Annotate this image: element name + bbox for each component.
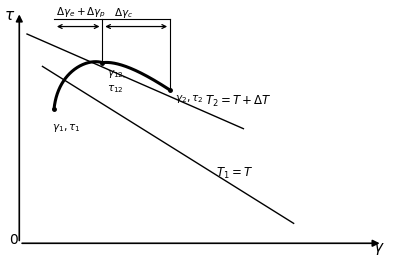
Text: $\tau$: $\tau$ bbox=[4, 8, 15, 23]
Text: $\gamma$: $\gamma$ bbox=[373, 241, 384, 258]
Text: $T_2 = T + \Delta T$: $T_2 = T + \Delta T$ bbox=[205, 94, 272, 109]
Text: $\Delta\gamma_e+\Delta\gamma_p$: $\Delta\gamma_e+\Delta\gamma_p$ bbox=[56, 6, 106, 20]
Text: $\gamma_1, \tau_1$: $\gamma_1, \tau_1$ bbox=[52, 122, 81, 134]
Text: $T_1 = T$: $T_1 = T$ bbox=[217, 166, 253, 181]
Text: $\gamma_2, \tau_2$: $\gamma_2, \tau_2$ bbox=[174, 93, 203, 105]
Text: $\Delta\gamma_c$: $\Delta\gamma_c$ bbox=[114, 6, 133, 20]
Text: $\gamma_{12,}$
$\tau_{12}$: $\gamma_{12,}$ $\tau_{12}$ bbox=[107, 69, 126, 95]
Text: 0: 0 bbox=[9, 233, 18, 247]
